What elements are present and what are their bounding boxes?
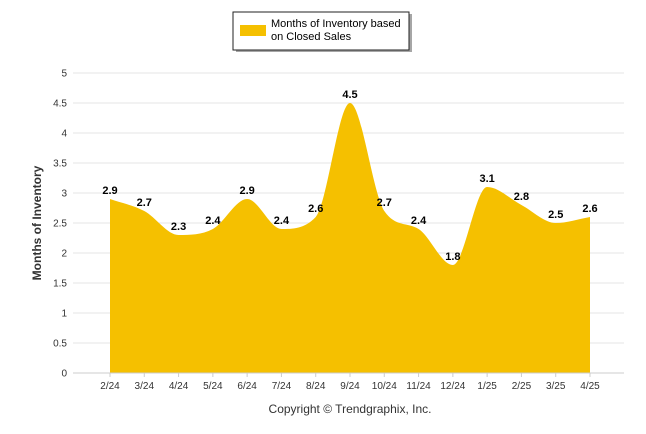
inventory-area: [110, 103, 590, 373]
data-label: 2.8: [514, 191, 529, 203]
y-tick-label: 3: [61, 189, 67, 200]
data-label: 1.8: [445, 251, 460, 263]
data-label: 4.5: [342, 89, 357, 101]
x-tick-label: 9/24: [340, 381, 360, 392]
data-label: 2.6: [308, 203, 323, 215]
x-axis-tick-labels: 2/24 3/24 4/24 5/24 6/24 7/24 8/24 9/24 10/24 11/…: [100, 373, 600, 392]
y-tick-label: 1.5: [53, 279, 67, 290]
x-tick-label: 1/25: [477, 381, 497, 392]
x-tick-label: 2/25: [512, 381, 532, 392]
x-tick-label: 10/24: [372, 381, 397, 392]
x-tick-label: 5/24: [203, 381, 223, 392]
y-tick-label: 4.5: [53, 99, 67, 110]
data-label: 2.7: [137, 197, 152, 209]
y-tick-label: 0: [61, 369, 67, 380]
data-label: 2.9: [239, 185, 254, 197]
data-label: 2.3: [171, 221, 186, 233]
legend-swatch: [240, 25, 266, 36]
legend-label-line-1: Months of Inventory based: [271, 18, 401, 30]
y-tick-label: 2.5: [53, 219, 67, 230]
data-labels: 2.9 2.7 2.3 2.4 2.9 2.4 2.6 4.5 2.7 2.4 1.8 3.1 2.8 2…: [102, 89, 597, 263]
x-tick-label: 7/24: [272, 381, 292, 392]
x-tick-label: 8/24: [306, 381, 326, 392]
data-label: 2.9: [102, 185, 117, 197]
x-tick-label: 6/24: [237, 381, 257, 392]
data-label: 2.6: [582, 203, 597, 215]
legend-label-line-2: on Closed Sales: [271, 31, 352, 43]
y-tick-label: 1: [61, 309, 67, 320]
x-tick-label: 4/25: [580, 381, 600, 392]
data-label: 2.4: [274, 215, 290, 227]
x-tick-label: 3/25: [546, 381, 566, 392]
legend: Months of Inventory based on Closed Sale…: [232, 11, 412, 52]
data-label: 3.1: [479, 173, 494, 185]
y-tick-label: 0.5: [53, 339, 67, 350]
y-axis-tick-labels: 0 0.5 1 1.5 2 2.5 3 3.5 4 4.5 5: [53, 69, 67, 380]
y-tick-label: 3.5: [53, 159, 67, 170]
data-label: 2.5: [548, 209, 563, 221]
x-tick-label: 2/24: [100, 381, 120, 392]
data-label: 2.4: [205, 215, 221, 227]
data-label: 2.7: [377, 197, 392, 209]
data-label: 2.4: [411, 215, 427, 227]
y-axis-title: Months of Inventory: [30, 165, 44, 280]
x-tick-label: 12/24: [440, 381, 465, 392]
x-tick-label: 4/24: [169, 381, 189, 392]
copyright-credit: Copyright © Trendgraphix, Inc.: [269, 402, 432, 416]
x-tick-label: 3/24: [135, 381, 155, 392]
x-tick-label: 11/24: [406, 381, 431, 392]
y-tick-label: 4: [61, 129, 67, 140]
y-tick-label: 5: [61, 69, 67, 80]
y-tick-label: 2: [61, 249, 67, 260]
